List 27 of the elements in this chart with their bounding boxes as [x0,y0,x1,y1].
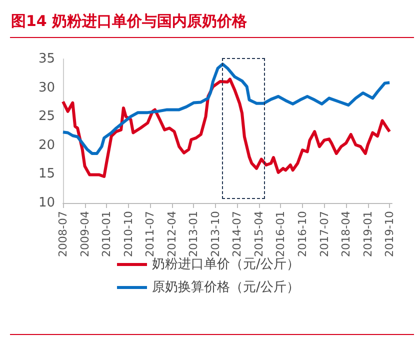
y-tick-label: 30 [38,80,55,96]
x-tick-label: 2016-01 [274,211,288,257]
x-tick-label: 2013-01 [187,211,200,257]
y-tick-label: 35 [38,52,55,66]
x-tick-label: 2019-01 [361,211,374,257]
y-tick-label: 15 [38,166,55,182]
chart-title: 图14 奶粉进口单价与国内原奶价格 [11,12,248,31]
line-series [62,62,392,155]
legend-label: 奶粉进口单价（元/公斤） [152,257,300,272]
x-tick-label: 2016-10 [296,211,309,257]
legend-label: 原奶换算价格（元/公斤） [152,280,300,295]
y-tick-label: 20 [38,138,55,153]
x-tick-label: 2019-10 [383,211,396,257]
x-tick-label: 2018-04 [340,211,353,257]
y-tick-label: 25 [38,109,55,124]
x-tick-label: 2012-04 [165,211,178,257]
line-series [62,78,392,178]
x-tick-label: 2011-07 [144,211,157,257]
x-tick-label: 2009-04 [78,211,92,257]
x-tick-label: 2017-07 [318,211,331,257]
x-tick-label: 2008-07 [56,211,70,257]
x-tick-label: 2013-10 [208,211,222,257]
x-tick-label: 2015-04 [252,211,266,257]
x-tick-label: 2010-01 [100,211,114,257]
x-tick-label: 2014-07 [230,211,244,257]
x-tick-label: 2010-10 [122,211,135,257]
y-tick-label: 10 [38,196,55,210]
